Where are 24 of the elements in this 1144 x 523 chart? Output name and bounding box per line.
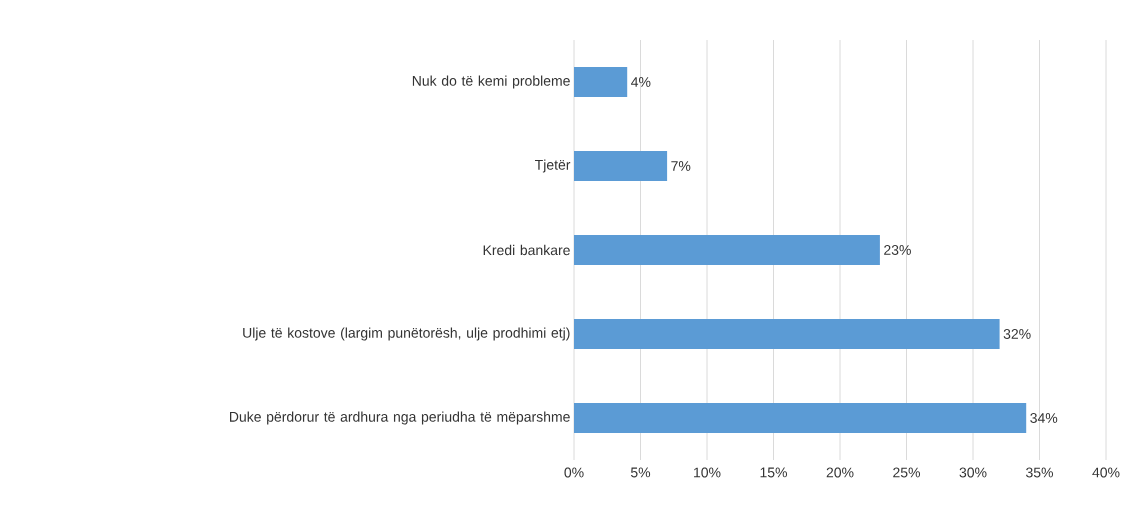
y-tick-label: Tjetër: [535, 159, 571, 173]
bar: [574, 235, 880, 265]
x-tick-label: 0%: [564, 467, 584, 478]
data-label: 34%: [1030, 413, 1058, 423]
y-tick-label: Ulje të kostove (largim punëtorësh, ulje prodhimi etj): [243, 327, 570, 341]
data-label: 7%: [671, 161, 691, 171]
bar: [574, 403, 1027, 433]
x-tick-label: 10%: [694, 467, 721, 478]
x-tick-label: 25%: [893, 467, 921, 478]
bar: [574, 151, 668, 181]
bar: [574, 319, 1000, 349]
data-label: 4%: [631, 77, 651, 87]
bar: [574, 67, 628, 97]
x-tick-label: 5%: [630, 467, 651, 478]
x-tick-label: 30%: [959, 467, 987, 478]
x-tick-label: 35%: [1026, 467, 1054, 478]
x-tick-label: 40%: [1092, 467, 1120, 478]
y-tick-label: Nuk do të kemi probleme: [412, 75, 570, 89]
y-tick-label: Kredi bankare: [483, 244, 570, 256]
x-tick-label: 20%: [826, 467, 854, 478]
x-tick-label: 15%: [760, 467, 788, 478]
y-tick-label: Duke përdorur të ardhura nga periudha të mëparshme: [230, 411, 570, 425]
data-label: 32%: [1003, 329, 1031, 339]
data-label: 23%: [884, 245, 911, 255]
